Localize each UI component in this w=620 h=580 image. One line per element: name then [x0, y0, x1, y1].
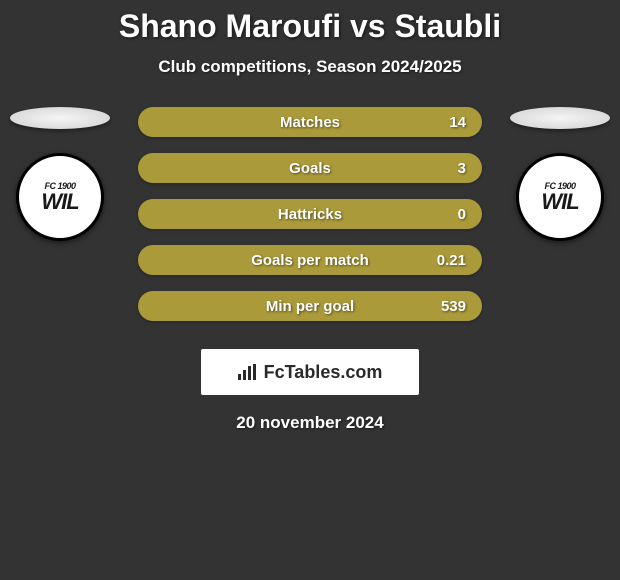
stat-label: Goals per match — [251, 252, 369, 269]
left-column: FC 1900 WIL — [10, 107, 110, 241]
right-club-name: WIL — [541, 191, 578, 213]
stat-bar: Matches 14 — [138, 107, 482, 137]
stat-label: Matches — [280, 114, 340, 131]
footer-date: 20 november 2024 — [0, 413, 620, 433]
stat-bar: Min per goal 539 — [138, 291, 482, 321]
stat-value-right: 3 — [458, 160, 466, 177]
stat-label: Hattricks — [278, 206, 342, 223]
footer-brand-logo[interactable]: FcTables.com — [201, 349, 419, 395]
stat-value-right: 14 — [449, 114, 466, 131]
stat-bar: Goals per match 0.21 — [138, 245, 482, 275]
stat-value-right: 539 — [441, 298, 466, 315]
footer-brand-text: FcTables.com — [264, 362, 383, 383]
stat-label: Min per goal — [266, 298, 354, 315]
subtitle: Club competitions, Season 2024/2025 — [0, 57, 620, 77]
stat-value-right: 0 — [458, 206, 466, 223]
left-club-logo: FC 1900 WIL — [16, 153, 104, 241]
stat-bar: Goals 3 — [138, 153, 482, 183]
right-player-ellipse — [510, 107, 610, 129]
stat-label: Goals — [289, 160, 331, 177]
right-column: FC 1900 WIL — [510, 107, 610, 241]
stats-column: Matches 14 Goals 3 Hattricks 0 Goals per match… — [138, 107, 482, 321]
left-player-ellipse — [10, 107, 110, 129]
stat-bar: Hattricks 0 — [138, 199, 482, 229]
comparison-container: Shano Maroufi vs Staubli Club competitio… — [0, 0, 620, 433]
right-club-logo: FC 1900 WIL — [516, 153, 604, 241]
bar-chart-icon — [238, 364, 258, 380]
page-title: Shano Maroufi vs Staubli — [0, 8, 620, 45]
stat-value-right: 0.21 — [437, 252, 466, 269]
main-area: FC 1900 WIL Matches 14 Goals 3 Hattricks 0 Goa… — [0, 107, 620, 321]
left-club-name: WIL — [41, 191, 78, 213]
